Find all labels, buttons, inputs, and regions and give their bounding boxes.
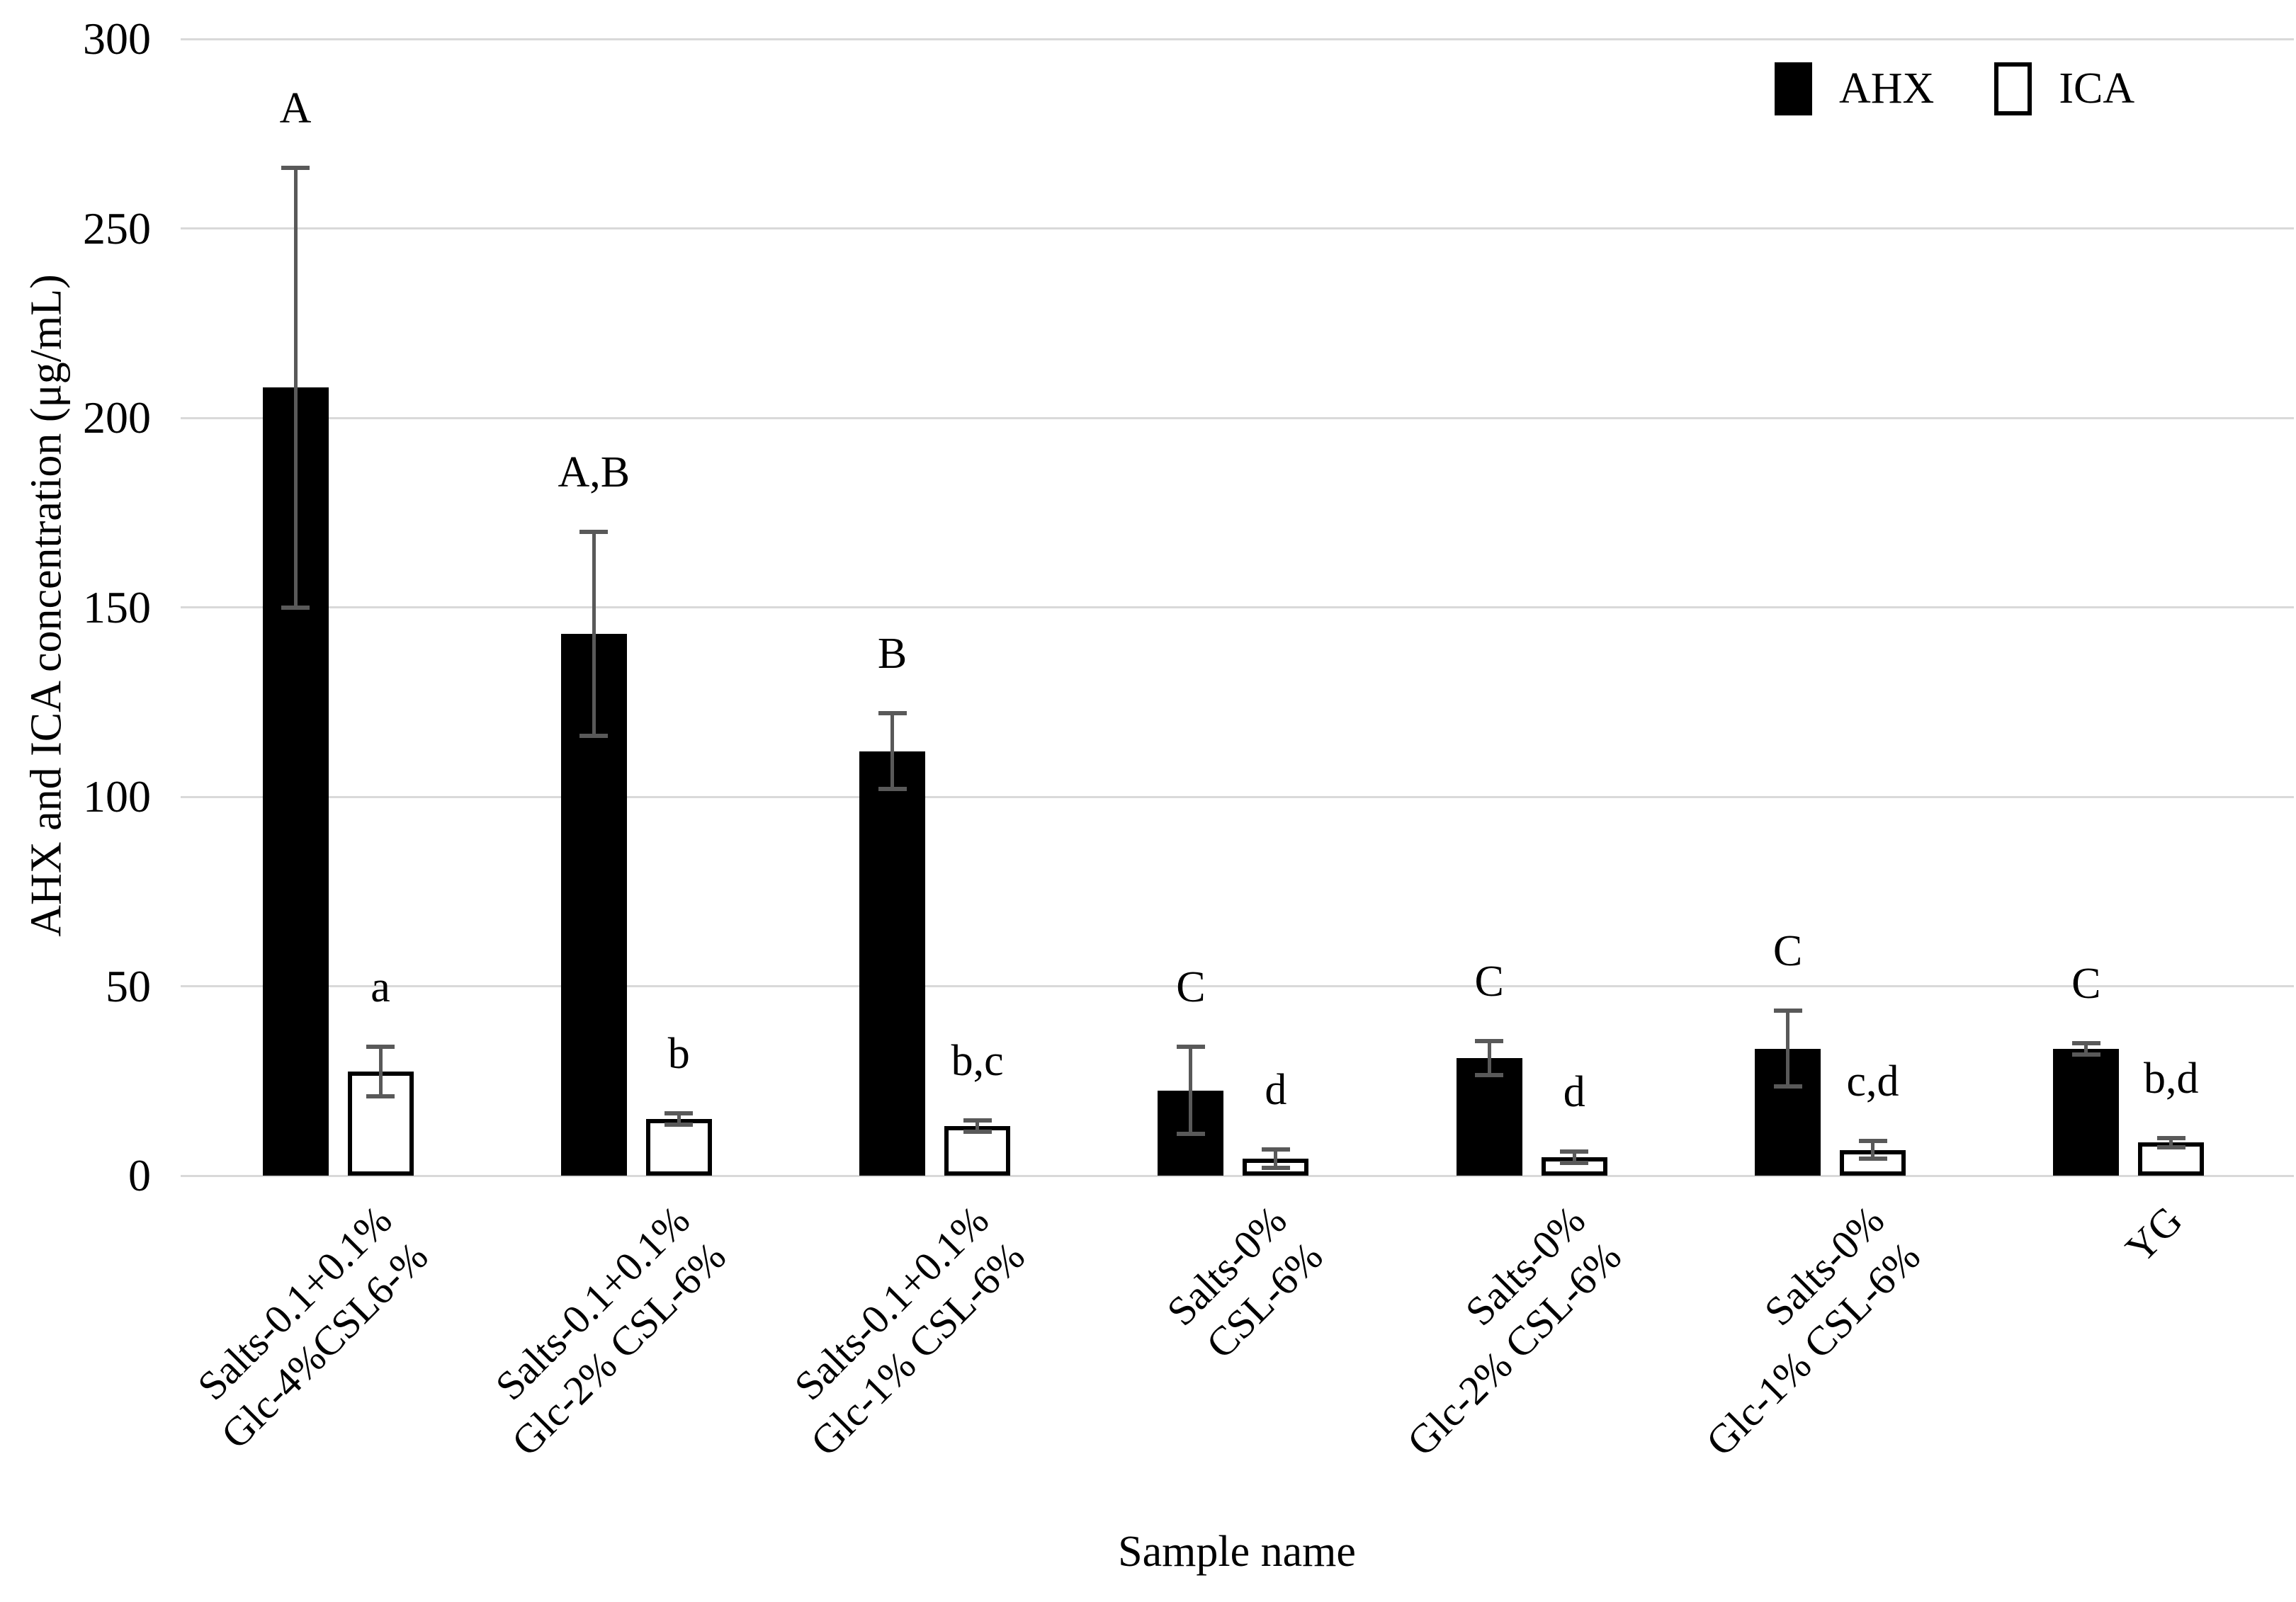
y-tick-label-50: 50 <box>106 960 151 1011</box>
error-cap-top-ahx-0 <box>281 165 310 170</box>
error-cap-bottom-ica-0 <box>366 1093 395 1098</box>
error-bar-ahx-3 <box>1189 1047 1193 1135</box>
error-bar-ica-4 <box>1572 1152 1576 1164</box>
x-tick-label-4: Salts-0% Glc-2% CSL-6% <box>1398 1197 1631 1465</box>
error-bar-ica-2 <box>975 1120 980 1132</box>
sig-letter-ahx-5: C <box>1772 927 1803 976</box>
error-bar-ica-1 <box>677 1113 681 1125</box>
error-cap-top-ica-4 <box>1560 1149 1589 1154</box>
x-tick-label-6: YG <box>2116 1197 2191 1272</box>
legend-item-ahx: AHX <box>1775 62 1934 115</box>
legend-label-ica: ICA <box>2059 64 2135 113</box>
x-axis-title: Sample name <box>1118 1528 1356 1576</box>
error-cap-top-ahx-4 <box>1475 1039 1504 1044</box>
error-bar-ica-3 <box>1274 1149 1278 1169</box>
bar-ahx-2 <box>859 751 926 1176</box>
error-cap-top-ica-6 <box>2156 1136 2185 1141</box>
x-tick-label-3: Salts-0% CSL-6% <box>1158 1197 1332 1368</box>
error-cap-top-ica-2 <box>963 1118 992 1123</box>
error-cap-top-ica-0 <box>366 1045 395 1050</box>
error-bar-ahx-6 <box>2084 1043 2088 1055</box>
sig-letter-ica-0: a <box>371 963 390 1012</box>
error-cap-bottom-ica-6 <box>2156 1144 2185 1149</box>
error-cap-bottom-ica-5 <box>1858 1156 1887 1161</box>
error-cap-bottom-ahx-4 <box>1475 1073 1504 1078</box>
legend-label-ahx: AHX <box>1839 64 1935 113</box>
sig-letter-ica-1: b <box>667 1029 690 1078</box>
y-tick-label-250: 250 <box>83 203 151 254</box>
error-cap-top-ahx-1 <box>579 529 609 534</box>
error-cap-bottom-ica-3 <box>1261 1166 1290 1171</box>
error-cap-bottom-ahx-6 <box>2071 1052 2100 1057</box>
error-cap-top-ahx-6 <box>2071 1040 2100 1045</box>
sig-letter-ahx-1: A,B <box>558 448 630 496</box>
x-tick-label-1: Salts-0.1+0.1% Glc-2% CSL-6% <box>487 1197 735 1465</box>
error-cap-top-ahx-3 <box>1176 1045 1205 1050</box>
legend: AHX ICA <box>1775 62 2195 115</box>
sig-letter-ica-4: d <box>1563 1068 1585 1117</box>
error-cap-bottom-ica-1 <box>665 1122 694 1127</box>
error-cap-top-ica-1 <box>665 1110 694 1115</box>
sig-letter-ahx-3: C <box>1176 963 1206 1012</box>
sig-letter-ahx-4: C <box>1474 958 1504 1006</box>
x-tick-label-2: Salts-0.1+0.1% Glc-1% CSL-6% <box>785 1197 1034 1465</box>
sig-letter-ahx-2: B <box>877 630 907 678</box>
bar-ica-1 <box>645 1118 712 1176</box>
error-cap-bottom-ahx-3 <box>1176 1132 1205 1137</box>
y-tick-label-200: 200 <box>83 392 151 443</box>
error-bar-ica-5 <box>1871 1141 1874 1159</box>
sig-letter-ica-3: d <box>1265 1065 1287 1114</box>
error-cap-top-ica-5 <box>1858 1139 1887 1144</box>
error-cap-top-ica-3 <box>1261 1147 1290 1152</box>
error-bar-ahx-0 <box>293 167 298 608</box>
x-tick-label-0: Salts-0.1+0.1% Glc-4%CSL6-% <box>188 1197 436 1458</box>
gridline-50 <box>181 985 2294 987</box>
gridline-200 <box>181 416 2294 419</box>
error-cap-bottom-ahx-0 <box>281 605 310 610</box>
error-cap-bottom-ica-2 <box>963 1130 992 1135</box>
error-cap-bottom-ahx-5 <box>1773 1084 1802 1089</box>
error-cap-bottom-ahx-2 <box>878 787 907 792</box>
x-tick-label-5: Salts-0% Glc-1% CSL-6% <box>1697 1197 1929 1465</box>
y-tick-label-100: 100 <box>83 771 151 822</box>
error-cap-top-ahx-2 <box>878 711 907 716</box>
bar-ahx-6 <box>2053 1048 2120 1176</box>
gridline-250 <box>181 227 2294 229</box>
error-bar-ica-0 <box>378 1047 383 1096</box>
sig-letter-ica-5: c,d <box>1846 1057 1899 1106</box>
error-cap-top-ahx-5 <box>1773 1009 1802 1013</box>
y-tick-label-300: 300 <box>83 13 151 64</box>
legend-swatch-ahx <box>1775 62 1812 115</box>
sig-letter-ahx-6: C <box>2071 959 2101 1008</box>
bar-ahx-4 <box>1456 1058 1522 1176</box>
error-bar-ahx-2 <box>890 713 895 790</box>
error-bar-ica-6 <box>2169 1138 2173 1147</box>
sig-letter-ica-2: b,c <box>951 1037 1004 1086</box>
sig-letter-ica-6: b,d <box>2144 1055 2199 1103</box>
error-cap-bottom-ahx-1 <box>579 734 609 739</box>
y-axis-title: AHX and ICA concentration (μg/mL) <box>22 274 71 937</box>
error-bar-ahx-4 <box>1487 1041 1491 1076</box>
error-bar-ahx-1 <box>592 531 596 737</box>
error-cap-bottom-ica-4 <box>1560 1161 1589 1166</box>
sig-letter-ahx-0: A <box>279 84 312 132</box>
gridline-150 <box>181 606 2294 608</box>
y-tick-label-0: 0 <box>128 1150 151 1200</box>
gridline-0 <box>181 1174 2294 1177</box>
legend-item-ica: ICA <box>1994 62 2134 115</box>
gridline-100 <box>181 795 2294 798</box>
y-tick-label-150: 150 <box>83 581 151 632</box>
gridline-300 <box>181 38 2294 40</box>
error-bar-ahx-5 <box>1786 1011 1789 1087</box>
legend-swatch-ica <box>1994 62 2032 115</box>
